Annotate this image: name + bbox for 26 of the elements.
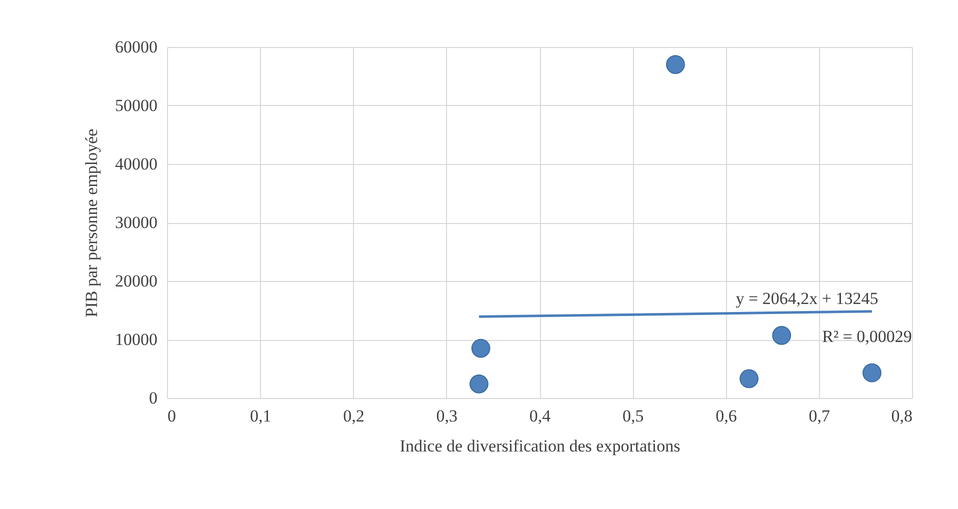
x-tick-label: 0 (168, 406, 176, 426)
point (470, 374, 488, 394)
y-tick-label: 60000 (115, 38, 158, 56)
annotation: y = 2064,2x + 13245 (736, 289, 878, 308)
x-tick-label: 0,6 (716, 406, 737, 426)
x-tick-label: 0,1 (250, 406, 272, 426)
x-tick-label: 0,8 (891, 406, 912, 426)
x-tick-label: 0,4 (529, 406, 552, 426)
x-tick-label: 0,7 (808, 406, 830, 426)
x-axis-title: Indice de diversification des exportations (400, 436, 680, 456)
point (772, 326, 792, 345)
y-tick-label: 0 (149, 388, 158, 408)
point (666, 55, 685, 74)
point (740, 369, 758, 388)
point (862, 363, 882, 382)
point (471, 338, 490, 358)
annotation: R² = 0,00029 (822, 327, 912, 346)
x-tick-label: 0,3 (436, 406, 458, 426)
x-tick-label: 0,2 (343, 406, 364, 426)
y-tick-label: 30000 (115, 213, 158, 232)
y-axis-title: PIB par personne employée (82, 128, 101, 318)
x-tick-label: 0,5 (622, 406, 644, 426)
y-tick-label: 50000 (115, 96, 158, 115)
y-tick-label: 10000 (115, 330, 158, 349)
y-tick-label: 20000 (115, 272, 158, 290)
y-tick-label: 40000 (115, 154, 158, 174)
